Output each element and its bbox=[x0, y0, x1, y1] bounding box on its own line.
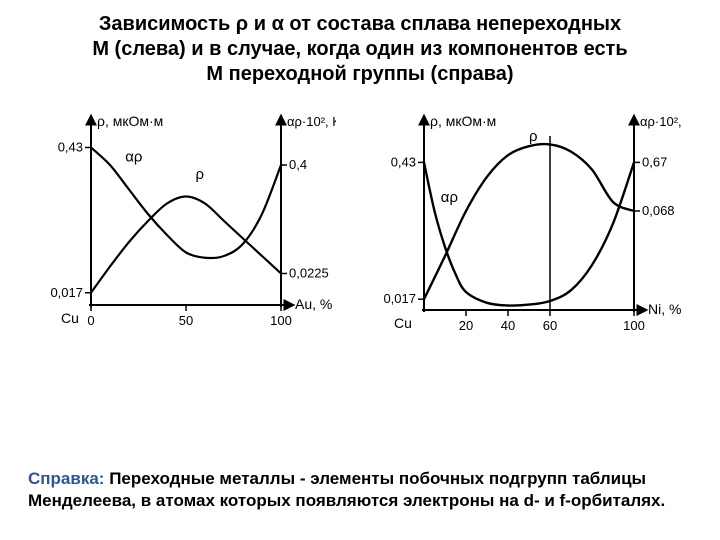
y-right-tick-label: 0,068 bbox=[642, 203, 675, 218]
x-tick-label: 20 bbox=[459, 318, 473, 333]
x-tick-label: 100 bbox=[623, 318, 645, 333]
x-origin-label: Cu bbox=[61, 310, 79, 326]
series-label-rho: ρ bbox=[529, 128, 538, 145]
y-left-label: ρ, мкОм·м bbox=[430, 113, 496, 129]
chart-left: ρ, мкОм·м αρ·10², K⁻¹ Au, % Cu 0 50 100 0,43 0,0… bbox=[36, 105, 336, 345]
series-rho bbox=[91, 197, 281, 293]
reference-body: Переходные металлы - элементы побочных п… bbox=[28, 469, 665, 510]
y-right-tick-label: 0,67 bbox=[642, 154, 667, 169]
page-title: Зависимость ρ и α от состава сплава непе… bbox=[28, 12, 692, 87]
y-right-tick-label: 0,0225 bbox=[289, 266, 329, 281]
x-tick-label: 50 bbox=[179, 313, 193, 328]
chart-right: ρ, мкОм·м αρ·10², K⁻¹ Ni, % Cu 20 40 60 100 0,43… bbox=[364, 105, 684, 345]
title-line-1: Зависимость ρ и α от состава сплава непе… bbox=[99, 13, 621, 35]
x-tick-label: 100 bbox=[270, 313, 292, 328]
title-line-2: М (слева) и в случае, когда один из комп… bbox=[92, 38, 627, 60]
x-origin-label: Cu bbox=[394, 315, 412, 331]
x-tick-label: 60 bbox=[543, 318, 557, 333]
title-line-3: М переходной группы (справа) bbox=[206, 63, 513, 85]
series-label-alpha_rho: αρ bbox=[125, 149, 142, 166]
series-label-rho: ρ bbox=[196, 166, 205, 183]
series-label-alpha_rho: αρ bbox=[441, 189, 458, 206]
y-left-label: ρ, мкОм·м bbox=[97, 113, 163, 129]
x-axis-label: Ni, % bbox=[648, 301, 681, 317]
x-tick-label: 0 bbox=[87, 313, 94, 328]
x-tick-label: 40 bbox=[501, 318, 515, 333]
y-left-tick-label: 0,017 bbox=[383, 291, 416, 306]
reference-note: Справка: Переходные металлы - элементы п… bbox=[28, 468, 692, 512]
y-right-tick-label: 0,4 bbox=[289, 157, 307, 172]
y-left-tick-label: 0,43 bbox=[58, 140, 83, 155]
reference-lead: Справка: bbox=[28, 469, 104, 488]
y-right-label: αρ·10², K⁻¹ bbox=[640, 114, 684, 129]
charts-row: ρ, мкОм·м αρ·10², K⁻¹ Au, % Cu 0 50 100 0,43 0,0… bbox=[28, 105, 692, 345]
series-alpha_rho bbox=[91, 148, 281, 259]
y-right-label: αρ·10², K⁻¹ bbox=[287, 114, 336, 129]
y-left-tick-label: 0,017 bbox=[50, 285, 83, 300]
x-axis-label: Au, % bbox=[295, 296, 332, 312]
y-left-tick-label: 0,43 bbox=[391, 154, 416, 169]
